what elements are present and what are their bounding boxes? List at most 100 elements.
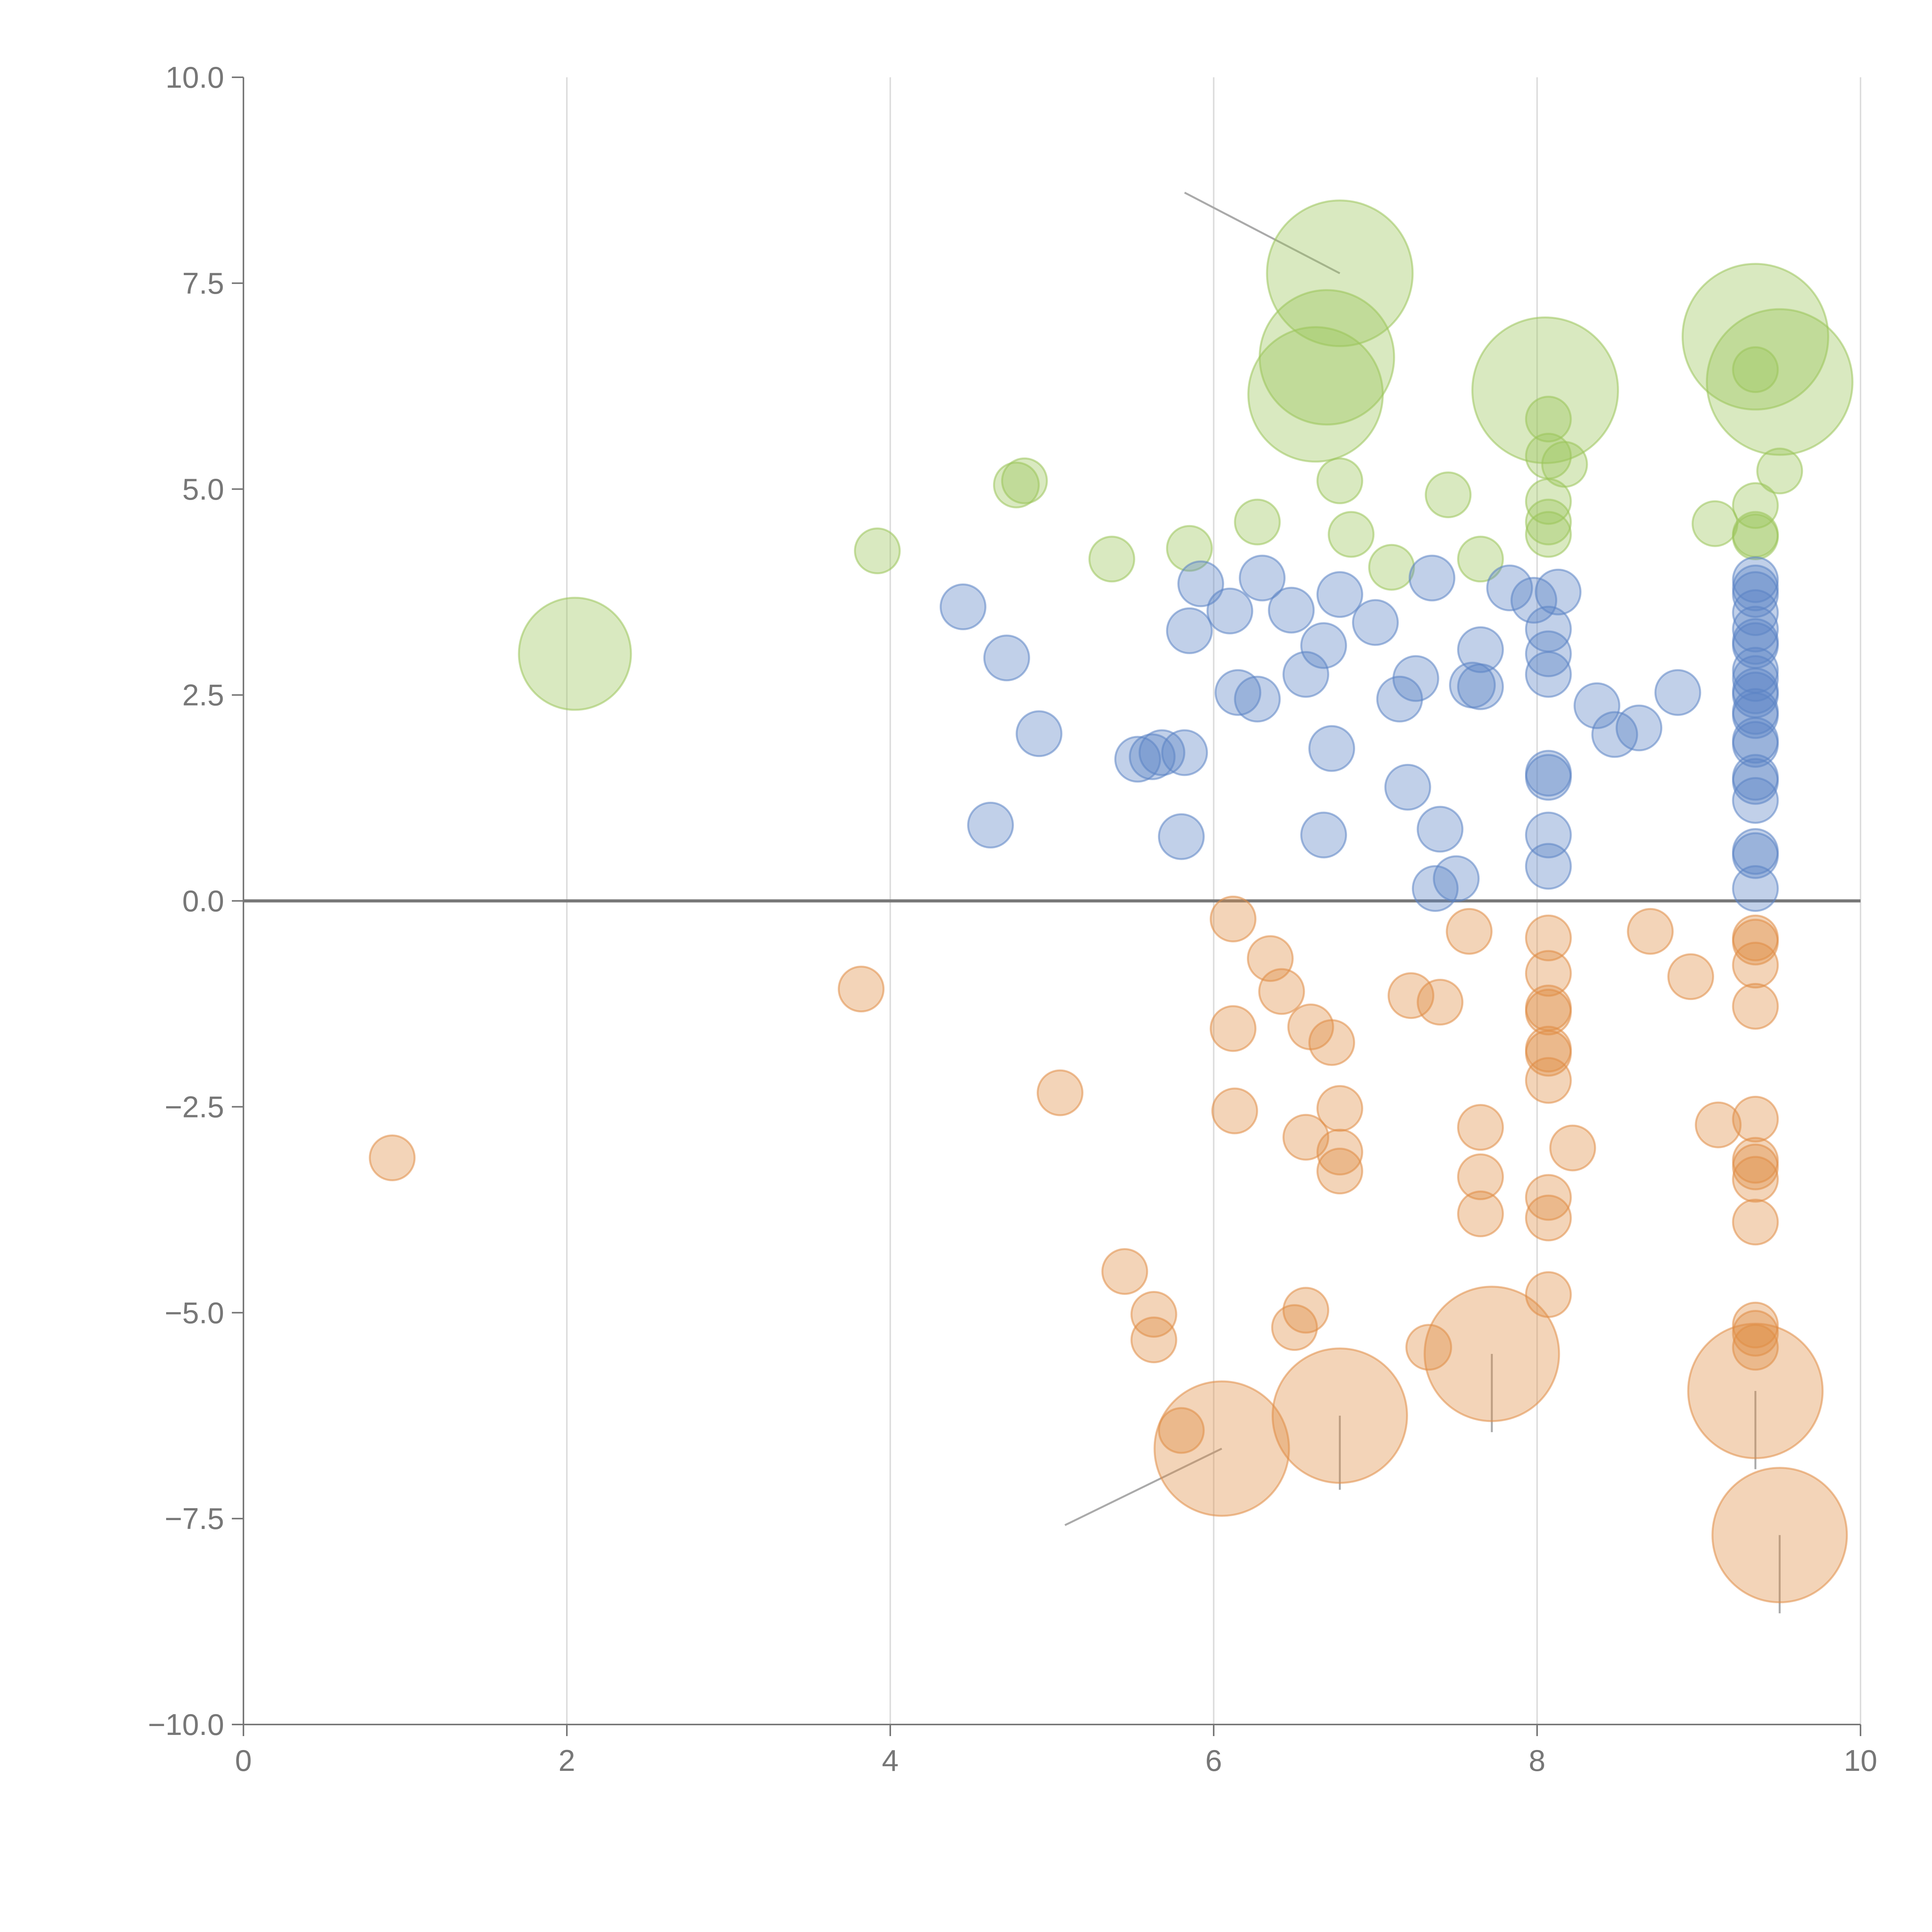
green-data-point bbox=[1259, 289, 1395, 426]
axes bbox=[232, 77, 1861, 1736]
green-data-point bbox=[1471, 316, 1619, 464]
blue-data-point bbox=[1158, 813, 1205, 860]
blue-data-point bbox=[1392, 655, 1439, 702]
blue-data-point bbox=[1732, 571, 1779, 618]
y-tick-label: −5.0 bbox=[165, 1296, 224, 1330]
y-tick-label: 10.0 bbox=[165, 60, 224, 94]
blue-data-point bbox=[1573, 682, 1621, 729]
blue-data-point bbox=[1654, 669, 1701, 716]
annotation-leader-line bbox=[1184, 192, 1340, 274]
green-data-point bbox=[1525, 498, 1572, 546]
x-tick-label: 8 bbox=[1529, 1743, 1545, 1777]
green-data-point bbox=[854, 527, 901, 575]
orange-data-point bbox=[1525, 1174, 1572, 1221]
green-data-point bbox=[1681, 263, 1829, 411]
green-data-point bbox=[1368, 544, 1415, 591]
orange-data-point bbox=[1158, 1407, 1205, 1454]
green-data-point bbox=[1525, 396, 1572, 443]
blue-data-point bbox=[1300, 622, 1347, 669]
orange-data-point bbox=[1308, 1019, 1355, 1066]
orange-data-point bbox=[1388, 972, 1435, 1019]
orange-data-point bbox=[1130, 1316, 1177, 1364]
orange-data-point bbox=[1732, 942, 1779, 989]
blue-data-point bbox=[1282, 651, 1330, 698]
green-data-point bbox=[1732, 346, 1779, 393]
orange-data-point bbox=[1732, 1324, 1779, 1371]
orange-data-point bbox=[1316, 1148, 1363, 1195]
green-data-point bbox=[993, 461, 1040, 509]
blue-data-point bbox=[1408, 554, 1456, 602]
orange-data-point bbox=[1405, 1324, 1452, 1371]
orange-data-point bbox=[369, 1134, 416, 1182]
y-tick-label: 0.0 bbox=[182, 884, 224, 918]
green-data-point bbox=[1541, 441, 1588, 488]
blue-data-point bbox=[1457, 663, 1504, 710]
green-data-point bbox=[1732, 513, 1779, 560]
orange-data-point bbox=[1209, 1005, 1257, 1052]
blue-data-point bbox=[1214, 669, 1262, 716]
y-tick-label: −2.5 bbox=[165, 1090, 224, 1124]
blue-data-point bbox=[1234, 675, 1281, 723]
blue-data-point bbox=[1486, 565, 1533, 612]
green-data-point bbox=[1706, 308, 1854, 456]
blue-data-point bbox=[1015, 710, 1063, 757]
orange-data-point bbox=[1732, 983, 1779, 1030]
x-tick-label: 0 bbox=[235, 1743, 252, 1777]
orange-data-point bbox=[1525, 1030, 1572, 1077]
blue-data-point bbox=[1433, 855, 1480, 902]
orange-data-point bbox=[1130, 1291, 1177, 1338]
blue-data-point bbox=[1616, 704, 1663, 752]
blue-data-point bbox=[1239, 554, 1286, 602]
green-data-point bbox=[1001, 457, 1048, 504]
orange-data-point bbox=[1711, 1467, 1848, 1604]
blue-data-point bbox=[1525, 754, 1572, 801]
blue-data-point bbox=[1316, 571, 1363, 618]
orange-data-point bbox=[1153, 1380, 1290, 1517]
blue-data-point bbox=[983, 634, 1030, 682]
orange-data-point bbox=[1525, 914, 1572, 961]
orange-data-point bbox=[1549, 1124, 1596, 1172]
blue-data-point bbox=[1525, 843, 1572, 890]
blue-data-point bbox=[1300, 811, 1347, 859]
blue-data-point bbox=[1525, 651, 1572, 698]
blue-data-point bbox=[1352, 599, 1399, 646]
green-data-point bbox=[1166, 525, 1213, 572]
blue-data-point bbox=[1268, 587, 1315, 634]
orange-data-point bbox=[1036, 1069, 1083, 1116]
orange-data-point bbox=[1282, 1287, 1330, 1334]
blue-data-point bbox=[1732, 832, 1779, 879]
x-tick-label: 10 bbox=[1844, 1743, 1878, 1777]
orange-data-point bbox=[1732, 1310, 1779, 1357]
green-data-point bbox=[1525, 511, 1572, 558]
green-data-point bbox=[1457, 536, 1504, 583]
orange-data-point bbox=[1732, 1143, 1779, 1190]
annotation-leader-line bbox=[1064, 1447, 1223, 1526]
blue-data-point bbox=[1384, 764, 1431, 811]
x-tick-label: 2 bbox=[558, 1743, 575, 1777]
blue-data-point bbox=[1732, 721, 1779, 768]
green-data-point bbox=[1425, 471, 1472, 519]
orange-data-point bbox=[1316, 1085, 1363, 1132]
orange-data-point bbox=[1209, 895, 1257, 942]
orange-data-point bbox=[1457, 1190, 1504, 1237]
y-tick-label: 5.0 bbox=[182, 472, 224, 506]
blue-data-point bbox=[967, 801, 1014, 849]
blue-data-point bbox=[1308, 725, 1355, 772]
blue-data-point bbox=[1732, 777, 1779, 824]
green-data-point bbox=[1266, 199, 1414, 347]
blue-data-point bbox=[1732, 605, 1779, 653]
orange-data-point bbox=[1446, 908, 1493, 955]
orange-data-point bbox=[1732, 1156, 1779, 1203]
blue-data-point bbox=[1732, 589, 1779, 636]
orange-data-point bbox=[1423, 1286, 1560, 1422]
orange-data-point bbox=[1525, 950, 1572, 997]
tick-labels: 0 2 4 6 8 10 10.0 7.5 5.0 2.5 0.0 −2.5 −5.0 −7.5 −10.0 bbox=[148, 60, 1878, 1777]
green-data-point bbox=[518, 597, 632, 711]
x-tick-label: 4 bbox=[882, 1743, 898, 1777]
orange-data-point bbox=[1271, 1347, 1408, 1484]
y-tick-label: 2.5 bbox=[182, 678, 224, 712]
blue-data-point bbox=[1732, 758, 1779, 805]
blue-data-point bbox=[1177, 560, 1225, 607]
green-data-point bbox=[1328, 511, 1375, 558]
